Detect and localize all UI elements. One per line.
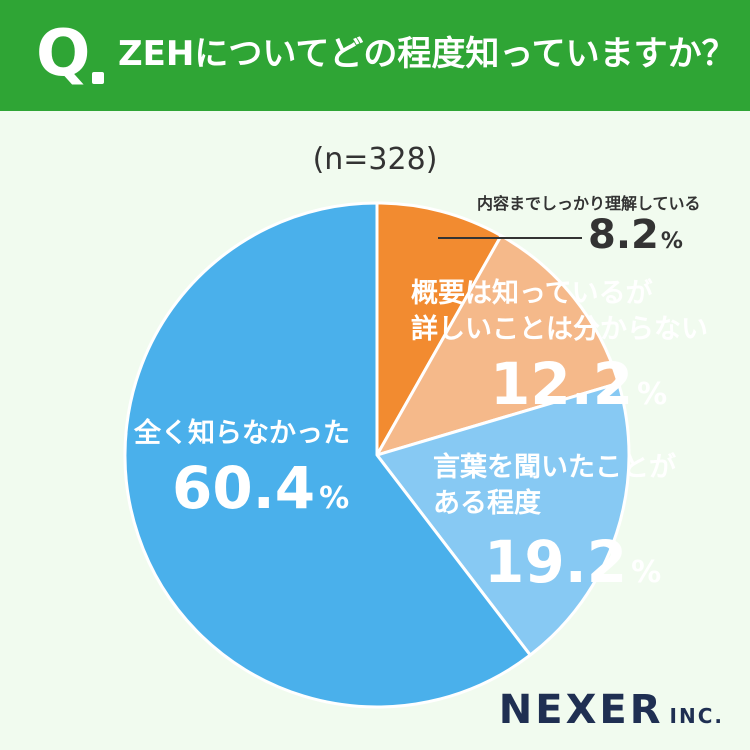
- slice-value-heard: 19.2%: [484, 530, 661, 594]
- slice-pct-overview: 12.2: [490, 350, 634, 418]
- slice-value-understand: 8.2%: [588, 212, 683, 258]
- slice-label-heard-line2: ある程度: [433, 488, 541, 519]
- pct-sign-heard: %: [631, 555, 662, 590]
- slice-pct-understand: 8.2: [588, 212, 659, 258]
- logo-main: NEXER: [498, 687, 664, 733]
- pie-slice-heard: [375, 381, 631, 657]
- slice-value-unaware: 60.4%: [172, 456, 349, 520]
- slice-label-heard: 言葉を聞いたことが ある程度: [433, 450, 676, 522]
- slice-label-overview-line2: 詳しいことは分からない: [411, 314, 708, 345]
- pct-sign-understand: %: [660, 229, 683, 254]
- slice-label-unaware: 全く知らなかった: [134, 418, 350, 449]
- sample-size: (n=328): [312, 142, 438, 177]
- q-mark: Q: [36, 17, 91, 91]
- logo-sub: INC.: [669, 704, 724, 728]
- slice-pct-heard: 19.2: [484, 528, 628, 596]
- question-text: ZEHについてどの程度知っていますか？: [118, 34, 736, 74]
- pie-slice-unaware: [123, 201, 532, 709]
- pct-sign-unaware: %: [319, 481, 350, 516]
- slice-value-overview: 12.2%: [490, 352, 667, 416]
- slice-pct-unaware: 60.4: [172, 454, 316, 522]
- question-header: Q ZEHについてどの程度知っていますか？: [0, 0, 750, 111]
- q-dot: [92, 72, 104, 84]
- slice-label-overview-line1: 概要は知っているが: [411, 278, 653, 309]
- nexer-logo: NEXER INC.: [499, 686, 724, 740]
- pct-sign-overview: %: [637, 377, 668, 412]
- slice-label-heard-line1: 言葉を聞いたことが: [433, 452, 676, 483]
- slice-label-overview: 概要は知っているが 詳しいことは分からない: [411, 276, 708, 348]
- pie-slice-understand: [375, 201, 503, 457]
- slice-label-understand: 内容までしっかり理解している: [477, 194, 701, 213]
